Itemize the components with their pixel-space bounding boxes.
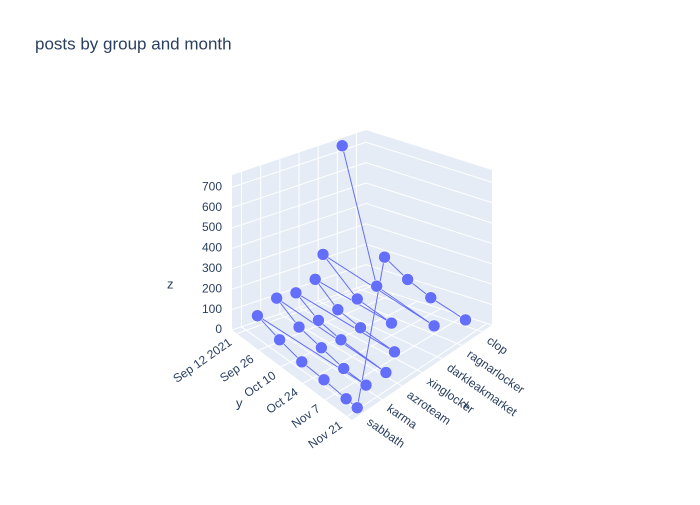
z-tick-label: 0: [215, 322, 222, 336]
data-point: [379, 366, 393, 379]
z-grid-line: [365, 223, 493, 265]
data-point: [351, 292, 364, 306]
x-tick-label: clop: [484, 333, 510, 357]
chart-title: posts by group and month: [35, 34, 232, 53]
z-tick-label: 100: [202, 302, 222, 316]
data-point: [251, 309, 264, 322]
z-axis-title: z: [167, 276, 174, 291]
data-point: [308, 273, 322, 286]
data-point: [459, 313, 472, 327]
data-point: [270, 291, 283, 305]
data-point: [295, 355, 309, 369]
y-tick-label: Nov 7: [289, 401, 323, 431]
data-point: [427, 319, 441, 333]
z-tick-label: 200: [202, 281, 222, 295]
data-point: [334, 333, 348, 347]
y-axis-title: y: [236, 395, 243, 410]
y-tick-label: Nov 21: [306, 418, 345, 451]
data-point: [331, 303, 345, 316]
data-point: [401, 273, 414, 286]
data-point: [335, 139, 349, 152]
data-point: [316, 248, 330, 261]
y-tick-label: Sep 26: [217, 352, 256, 385]
z-tick-label: 700: [202, 179, 222, 193]
data-point: [378, 250, 391, 264]
data-point: [385, 316, 398, 330]
data-point: [424, 291, 438, 304]
z-tick-label: 500: [202, 220, 222, 234]
data-point: [289, 286, 303, 300]
z-grid-line: [365, 243, 493, 285]
y-tick-label: Oct 10: [241, 368, 278, 400]
z-grid-line: [365, 182, 493, 224]
z-tick-label: 400: [202, 241, 222, 255]
data-point: [354, 321, 367, 335]
data-point: [370, 279, 383, 293]
right-wall: [366, 130, 492, 325]
y-tick-label: Oct 24: [264, 385, 301, 417]
data-point: [273, 333, 286, 347]
z-grid-line: [365, 264, 493, 306]
data-point: [388, 345, 401, 359]
z-tick-label: 600: [202, 200, 222, 214]
data-point: [359, 378, 373, 392]
z-grid-line: [365, 202, 493, 244]
data-point: [337, 362, 350, 375]
data-point: [339, 392, 353, 406]
data-point: [312, 314, 325, 327]
floor-pane: [232, 285, 492, 420]
z-grid-line: [365, 141, 493, 183]
z-tick-label: 300: [202, 261, 222, 275]
data-point: [315, 341, 328, 355]
z-grid-line: [365, 162, 493, 204]
data-point: [317, 373, 331, 387]
x-axis-title: x: [463, 396, 470, 411]
data-point: [292, 320, 306, 334]
data-point: [350, 401, 364, 415]
